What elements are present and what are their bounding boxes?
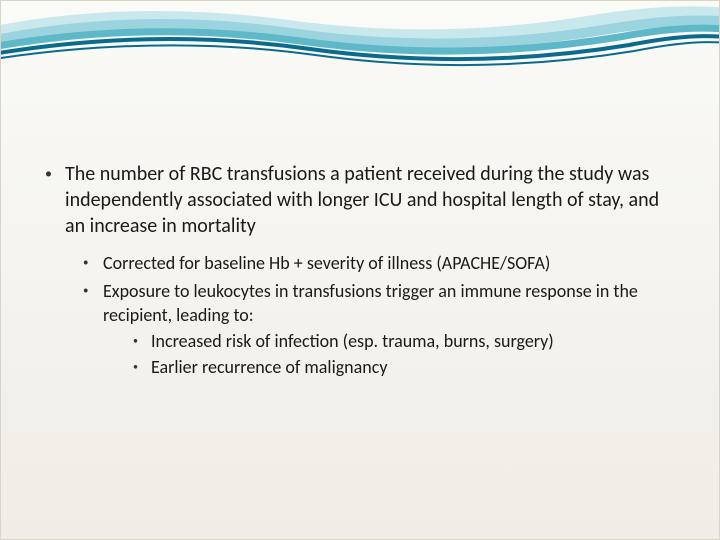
list-item: • Increased risk of infection (esp. trau… [129, 329, 679, 353]
bullet-marker: • [79, 279, 103, 381]
bullet-text: Increased risk of infection (esp. trauma… [151, 329, 554, 353]
bullet-text: Earlier recurrence of malignancy [151, 355, 387, 379]
list-item: • Earlier recurrence of malignancy [129, 355, 679, 379]
sublist: • Corrected for baseline Hb + severity o… [79, 251, 679, 381]
wave-header-decoration [1, 1, 719, 91]
list-item: • Exposure to leukocytes in transfusions… [79, 279, 679, 381]
list-item: • Corrected for baseline Hb + severity o… [79, 251, 679, 275]
bullet-marker: • [41, 161, 65, 239]
slide-content: • The number of RBC transfusions a patie… [41, 161, 679, 385]
bullet-marker: • [79, 251, 103, 275]
bullet-text: The number of RBC transfusions a patient… [65, 161, 679, 239]
bullet-marker: • [129, 355, 151, 379]
sublist: • Increased risk of infection (esp. trau… [129, 329, 679, 379]
bullet-text: Exposure to leukocytes in transfusions t… [103, 279, 679, 327]
slide-container: • The number of RBC transfusions a patie… [0, 0, 720, 540]
list-item: • The number of RBC transfusions a patie… [41, 161, 679, 239]
bullet-text: Corrected for baseline Hb + severity of … [103, 251, 550, 275]
bullet-marker: • [129, 329, 151, 353]
